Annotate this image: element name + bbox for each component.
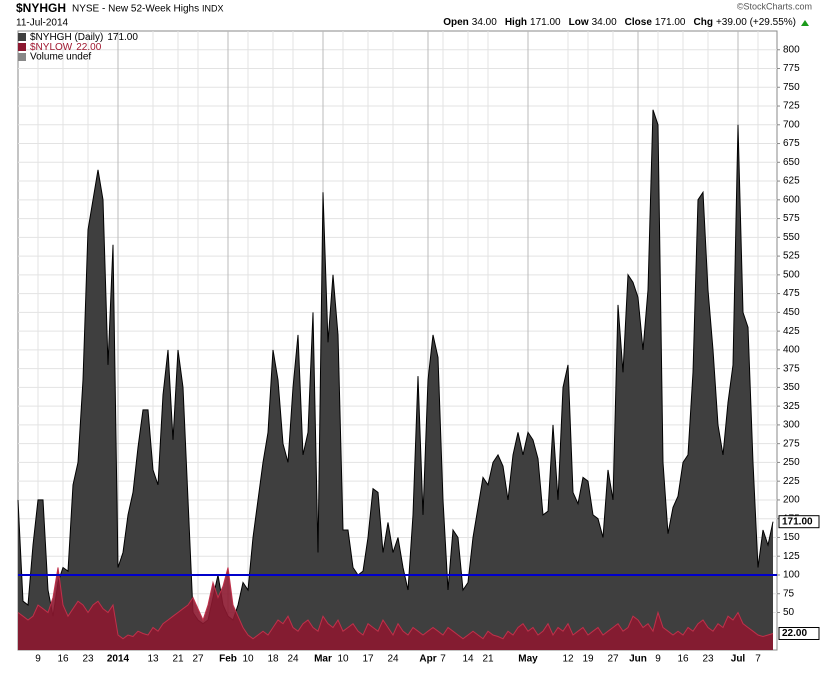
legend-entry: $NYHGH (Daily) 171.00 xyxy=(30,32,138,43)
x-tick-label: 14 xyxy=(462,654,474,665)
x-tick-label: 24 xyxy=(287,654,299,665)
x-tick-label: Mar xyxy=(314,654,332,665)
quote-value: +39.00 (+29.55%) xyxy=(716,17,796,28)
y-tick-label: 50 xyxy=(783,607,795,618)
x-tick-label: 17 xyxy=(362,654,374,665)
x-tick-label: 16 xyxy=(57,654,69,665)
description: NYSE - New 52-Week Highs xyxy=(72,4,199,15)
quote-label: Close xyxy=(625,17,653,28)
x-tick-label: 10 xyxy=(242,654,254,665)
y-tick-label: 450 xyxy=(783,307,800,318)
y-tick-label: 425 xyxy=(783,326,800,337)
x-tick-label: 10 xyxy=(337,654,349,665)
y-tick-label: 575 xyxy=(783,213,800,224)
price-tag: 22.00 xyxy=(782,628,807,639)
y-tick-label: 725 xyxy=(783,101,800,112)
x-tick-label: 21 xyxy=(172,654,184,665)
y-tick-label: 200 xyxy=(783,495,800,506)
x-tick-label: 9 xyxy=(35,654,41,665)
y-tick-label: 75 xyxy=(783,588,795,599)
legend-swatch xyxy=(18,53,26,61)
y-tick-label: 100 xyxy=(783,570,800,581)
quote-label: Open xyxy=(443,17,469,28)
price-tag: 171.00 xyxy=(782,516,813,527)
x-tick-label: 18 xyxy=(267,654,279,665)
price-tag-box xyxy=(778,626,820,640)
quote-value: 34.00 xyxy=(592,17,617,28)
x-tick-label: 13 xyxy=(147,654,159,665)
x-tick-label: 23 xyxy=(82,654,94,665)
exchange: INDX xyxy=(202,3,224,13)
quote: Open 34.00 High 171.00 Low 34.00 Close 171.00 Ch… xyxy=(443,17,796,28)
y-tick-label: 700 xyxy=(783,119,800,130)
y-tick-label: 475 xyxy=(783,288,800,299)
legend-entry: Volume undef xyxy=(30,52,91,63)
quote-value: 34.00 xyxy=(472,17,497,28)
area-line xyxy=(17,109,774,625)
legend-entry: $NYLOW 22.00 xyxy=(30,42,102,53)
quote-label: Chg xyxy=(693,17,712,28)
y-tick-label: 675 xyxy=(783,138,800,149)
x-tick-label: 12 xyxy=(562,654,574,665)
x-tick-label: 9 xyxy=(655,654,661,665)
price-tag-box xyxy=(778,515,820,529)
y-tick-label: 350 xyxy=(783,382,800,393)
x-tick-label: 27 xyxy=(607,654,619,665)
x-tick-label: 2014 xyxy=(107,654,130,665)
x-tick-label: May xyxy=(518,654,538,665)
quote-value: 171.00 xyxy=(655,17,686,28)
y-tick-label: 150 xyxy=(783,532,800,543)
quote-value: 171.00 xyxy=(530,17,561,28)
legend-name: $NYLOW xyxy=(30,42,73,53)
y-tick-label: 375 xyxy=(783,363,800,374)
y-tick-label: 600 xyxy=(783,194,800,205)
quote-label: High xyxy=(505,17,527,28)
area-line xyxy=(17,567,774,640)
x-tick-label: Apr xyxy=(419,654,436,665)
x-tick-label: Jun xyxy=(629,654,647,665)
x-tick-label: 19 xyxy=(582,654,594,665)
y-tick-label: 775 xyxy=(783,63,800,74)
quote-label: Low xyxy=(569,17,589,28)
date: 11-Jul-2014 xyxy=(16,18,69,29)
legend-swatch xyxy=(18,43,26,51)
y-tick-label: 650 xyxy=(783,157,800,168)
y-tick-label: 325 xyxy=(783,401,800,412)
x-tick-label: Jul xyxy=(731,654,746,665)
y-tick-label: 550 xyxy=(783,232,800,243)
up-arrow xyxy=(801,20,809,26)
x-tick-label: 21 xyxy=(482,654,494,665)
y-tick-label: 800 xyxy=(783,44,800,55)
legend-value: 171.00 xyxy=(107,32,138,43)
y-tick-label: 400 xyxy=(783,345,800,356)
plot xyxy=(17,31,777,651)
y-tick-label: 500 xyxy=(783,269,800,280)
y-tick-label: 225 xyxy=(783,476,800,487)
x-tick-label: 27 xyxy=(192,654,204,665)
area xyxy=(18,109,773,651)
legend-value: 22.00 xyxy=(76,42,101,53)
x-tick-label: 24 xyxy=(387,654,399,665)
x-tick-label: 16 xyxy=(677,654,689,665)
y-tick-label: 125 xyxy=(783,551,800,562)
x-tick-label: Feb xyxy=(219,654,237,665)
y-tick-label: 300 xyxy=(783,420,800,431)
legend-swatch xyxy=(18,33,26,41)
x-tick-label: 23 xyxy=(702,654,714,665)
x-tick-label: 7 xyxy=(755,654,761,665)
credit: ©StockCharts.com xyxy=(737,1,812,11)
y-tick-label: 750 xyxy=(783,82,800,93)
x-tick-label: 7 xyxy=(440,654,446,665)
y-tick-label: 250 xyxy=(783,457,800,468)
legend-name: $NYHGH (Daily) xyxy=(30,32,103,43)
y-tick-label: 525 xyxy=(783,251,800,262)
y-tick-label: 625 xyxy=(783,176,800,187)
y-tick-label: 275 xyxy=(783,438,800,449)
symbol: $NYHGH xyxy=(16,1,66,15)
